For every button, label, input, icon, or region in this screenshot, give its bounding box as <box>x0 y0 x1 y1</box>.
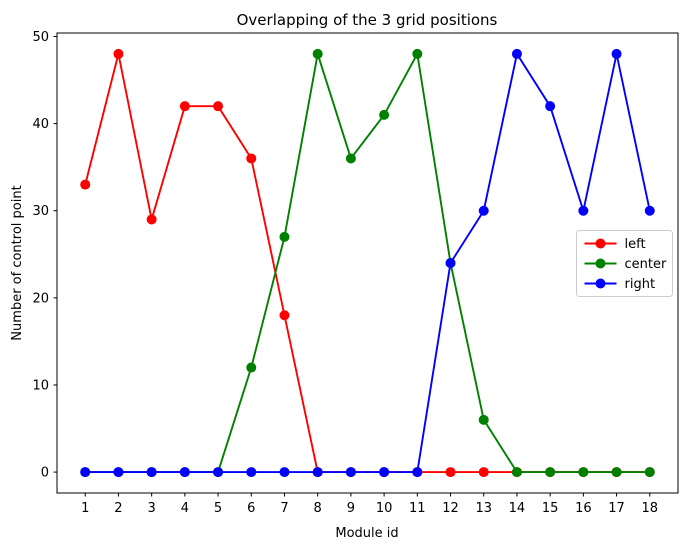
legend-marker-center <box>595 258 606 269</box>
x-tick-label: 13 <box>475 501 492 516</box>
x-tick-label: 12 <box>442 501 459 516</box>
data-point-marker-right <box>113 467 124 478</box>
data-point-marker-left <box>279 310 290 321</box>
data-point-marker-right <box>279 467 290 478</box>
y-tick-label: 40 <box>32 117 49 132</box>
data-point-marker-center <box>644 467 655 478</box>
data-point-marker-right <box>213 467 224 478</box>
data-point-marker-right <box>412 467 423 478</box>
data-point-marker-right <box>146 467 157 478</box>
data-point-marker-right <box>80 467 91 478</box>
data-point-marker-left <box>478 467 489 478</box>
legend-marker-right <box>595 278 606 289</box>
x-tick-label: 2 <box>114 501 122 516</box>
plot-border <box>56 32 679 494</box>
x-tick-label: 17 <box>608 501 625 516</box>
data-point-marker-left <box>246 153 257 164</box>
data-point-marker-center <box>578 467 589 478</box>
x-tick-label: 7 <box>280 501 288 516</box>
x-tick-label: 5 <box>214 501 222 516</box>
x-axis-label: Module id <box>335 526 398 541</box>
data-point-marker-left <box>179 101 190 112</box>
legend-label-center: center <box>625 257 667 272</box>
data-point-marker-left <box>445 467 456 478</box>
series-line-center <box>85 51 650 474</box>
x-tick-label: 1 <box>81 501 89 516</box>
x-tick-label: 15 <box>542 501 559 516</box>
data-point-marker-center <box>511 467 522 478</box>
data-point-marker-center <box>545 467 556 478</box>
data-point-marker-left <box>146 214 157 225</box>
data-point-marker-center <box>312 48 323 59</box>
x-tick-label: 11 <box>409 501 426 516</box>
x-tick-label: 18 <box>641 501 658 516</box>
data-point-marker-right <box>478 205 489 216</box>
x-tick-label: 6 <box>247 501 255 516</box>
x-tick-label: 10 <box>376 501 393 516</box>
data-point-marker-center <box>345 153 356 164</box>
data-point-marker-center <box>279 231 290 242</box>
y-tick-label: 10 <box>32 378 49 393</box>
data-point-marker-right <box>179 467 190 478</box>
data-point-marker-right <box>312 467 323 478</box>
x-tick-label: 14 <box>509 501 526 516</box>
x-tick-label: 16 <box>575 501 592 516</box>
legend-label-left: left <box>625 237 646 252</box>
data-point-marker-center <box>246 362 257 373</box>
data-point-marker-left <box>113 48 124 59</box>
y-tick-label: 30 <box>32 204 49 219</box>
y-tick-label: 50 <box>32 30 49 45</box>
x-tick-label: 9 <box>347 501 355 516</box>
data-point-marker-right <box>445 258 456 268</box>
x-tick-label: 4 <box>181 501 189 516</box>
legend-label-right: right <box>625 277 656 292</box>
data-point-marker-right <box>345 467 356 478</box>
data-point-marker-right <box>246 467 257 478</box>
data-point-marker-left <box>80 179 91 190</box>
series-line-left <box>84 53 650 474</box>
legend-marker-left <box>595 238 606 249</box>
data-point-marker-right <box>379 467 390 478</box>
chart-title: Overlapping of the 3 grid positions <box>237 11 498 29</box>
data-point-marker-center <box>611 467 622 478</box>
data-point-marker-center <box>478 414 489 425</box>
data-point-marker-right <box>644 205 655 216</box>
y-axis-label: Number of control point <box>10 185 25 340</box>
data-point-marker-right <box>511 48 522 59</box>
data-point-marker-left <box>213 101 224 112</box>
data-point-marker-right <box>578 205 589 216</box>
data-point-marker-right <box>545 101 556 112</box>
y-tick-label: 20 <box>32 291 49 306</box>
y-tick-label: 0 <box>41 466 49 481</box>
data-point-marker-center <box>379 109 390 120</box>
data-point-marker-right <box>611 48 622 59</box>
legend: left center right <box>576 230 673 297</box>
data-point-marker-center <box>412 48 423 59</box>
x-tick-label: 3 <box>148 501 156 516</box>
series-line-right <box>85 51 651 474</box>
x-tick-label: 8 <box>314 501 322 516</box>
